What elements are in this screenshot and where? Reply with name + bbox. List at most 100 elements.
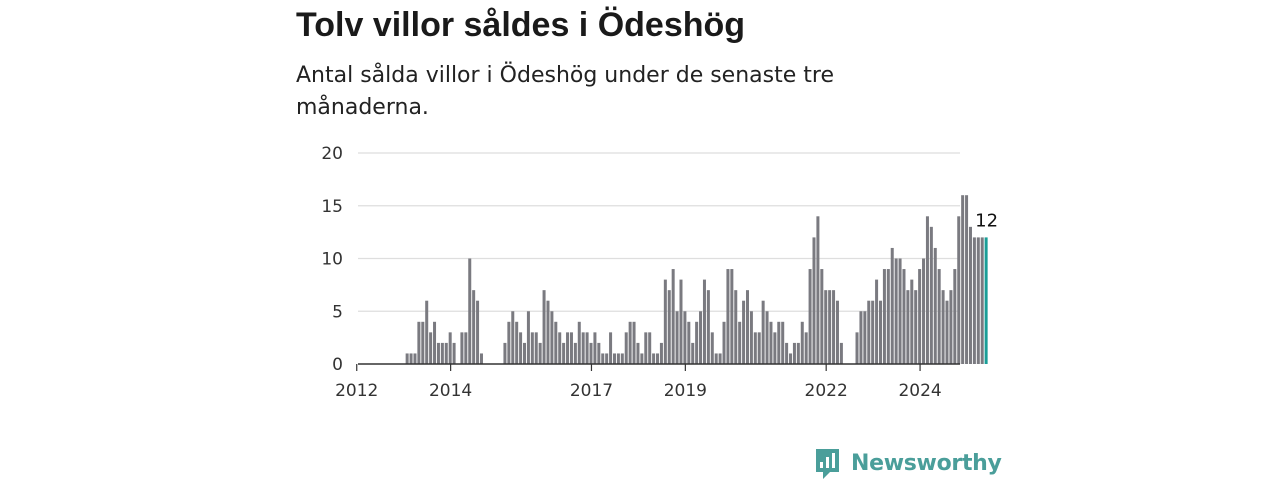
bar [781,321,785,364]
bar [687,321,691,364]
bar [789,353,793,364]
bar [612,353,616,364]
bar [726,269,730,364]
bar [792,342,796,364]
bar [965,195,969,364]
bar [730,269,734,364]
bar [918,269,922,364]
bar [554,321,558,364]
bar [722,321,726,364]
bar [636,342,640,364]
bar [440,342,444,364]
bar [663,279,667,364]
bar [902,269,906,364]
bar [519,332,523,364]
bar [405,353,409,364]
bar [640,353,644,364]
bar [875,279,879,364]
bar [808,269,812,364]
bar [460,332,464,364]
newsworthy-logo-text: Newsworthy [851,451,1002,476]
bar [632,321,636,364]
y-tick-label: 5 [332,302,343,322]
bar [879,300,883,364]
x-tick-label: 2019 [664,381,707,401]
bar [581,332,585,364]
bar [679,279,683,364]
bar [738,321,742,364]
bar [914,290,918,364]
bar [675,311,679,364]
bar [824,290,828,364]
bar [472,290,476,364]
bar [562,342,566,364]
bar-highlighted [984,237,988,364]
bar [894,258,898,364]
bar [898,258,902,364]
x-tick-label: 2024 [898,381,941,401]
chart-subtitle: Antal sålda villor i Ödeshög under de se… [296,63,834,120]
bar [867,300,871,364]
newsworthy-logo: Newsworthy [814,447,1002,480]
newsworthy-logo-icon [816,449,839,479]
x-tick-label: 2022 [805,381,848,401]
bar [566,332,570,364]
bar [656,353,660,364]
bar [683,311,687,364]
bar [671,269,675,364]
bar [855,332,859,364]
bar [417,321,421,364]
bar [812,237,816,364]
bar [745,290,749,364]
bar [957,216,961,364]
bar [761,300,765,364]
bar [929,226,933,364]
bar [569,332,573,364]
bar [949,290,953,364]
bar [832,290,836,364]
bar [765,311,769,364]
bar [609,332,613,364]
bar [515,321,519,364]
bar [922,258,926,364]
bar [820,269,824,364]
bar [577,321,581,364]
bar [448,332,452,364]
bar [972,237,976,364]
bar [558,332,562,364]
bar [605,353,609,364]
bar [816,216,820,364]
bar [871,300,875,364]
bar [742,300,746,364]
bar [968,226,972,364]
bar [734,290,738,364]
bar [573,342,577,364]
bar [644,332,648,364]
bar [530,332,534,364]
bar [652,353,656,364]
bar [546,300,550,364]
bar [800,321,804,364]
bar [933,247,937,364]
bar [886,269,890,364]
bar [753,332,757,364]
bar [961,195,965,364]
bar [976,237,980,364]
bar [585,332,589,364]
bar [695,321,699,364]
bar [925,216,929,364]
x-tick-label: 2017 [570,381,613,401]
bar [659,342,663,364]
bar [785,342,789,364]
bar [710,332,714,364]
bar [616,353,620,364]
bar [597,342,601,364]
bar [667,290,671,364]
bar [593,332,597,364]
bar [757,332,761,364]
bar [413,353,417,364]
bar [433,321,437,364]
bar [601,353,605,364]
bar [542,290,546,364]
